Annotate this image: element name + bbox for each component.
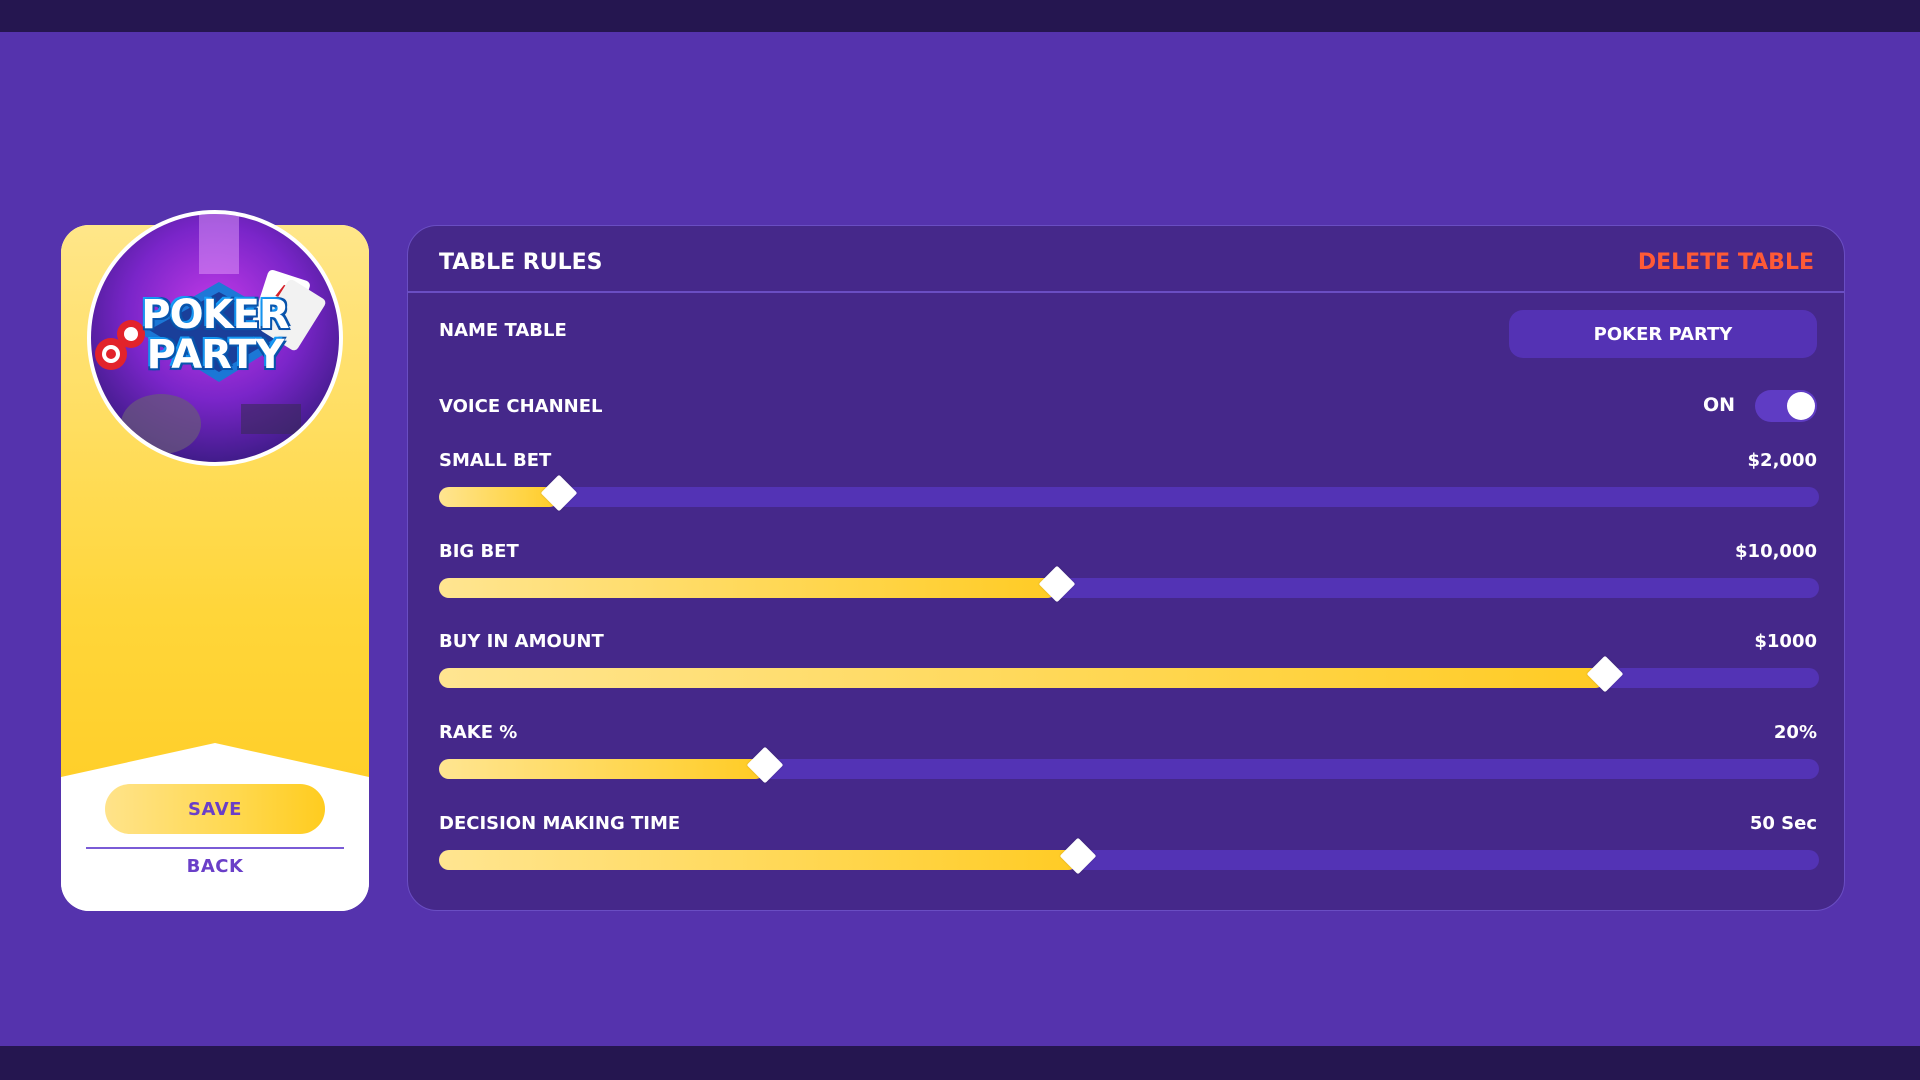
voice-channel-label: VOICE CHANNEL: [439, 396, 603, 417]
big-bet-slider-fill: [439, 578, 1058, 598]
toggle-knob[interactable]: [1787, 392, 1815, 420]
table-rules-panel: TABLE RULES DELETE TABLE NAME TABLE VOIC…: [407, 225, 1845, 911]
back-button[interactable]: BACK: [186, 856, 244, 877]
decision-time-label: DECISION MAKING TIME: [439, 813, 681, 834]
buy-in-amount-value: $1000: [1754, 631, 1817, 652]
rake-value: 20%: [1773, 722, 1817, 743]
buy-in-amount-slider-fill: [439, 668, 1606, 688]
big-bet-slider[interactable]: [439, 565, 1819, 603]
small-bet-slider[interactable]: [439, 474, 1819, 512]
delete-table-button[interactable]: DELETE TABLE: [1637, 250, 1814, 275]
big-bet-value: $10,000: [1735, 541, 1817, 562]
big-bet-label: BIG BET: [439, 541, 519, 562]
voice-channel-state: ON: [1702, 394, 1735, 416]
logo-text-party: PARTY: [146, 332, 285, 378]
card-divider: [86, 847, 344, 849]
name-table-input[interactable]: [1509, 310, 1817, 358]
rake-slider[interactable]: [439, 746, 1819, 784]
decision-time-slider[interactable]: [439, 837, 1819, 875]
small-bet-label: SMALL BET: [439, 450, 552, 471]
table-avatar: A POKER PARTY: [87, 210, 343, 466]
small-bet-slider-fill: [439, 487, 560, 507]
top-bar: [0, 0, 1920, 32]
name-table-label: NAME TABLE: [439, 320, 567, 341]
panel-divider: [408, 291, 1844, 293]
small-bet-value: $2,000: [1747, 450, 1817, 471]
panel-title: TABLE RULES: [439, 250, 603, 275]
buy-in-amount-label: BUY IN AMOUNT: [439, 631, 604, 652]
rake-slider-fill: [439, 759, 765, 779]
save-button[interactable]: SAVE: [105, 784, 325, 834]
bottom-bar: [0, 1046, 1920, 1080]
rake-label: RAKE %: [439, 722, 518, 743]
voice-channel-toggle[interactable]: [1755, 390, 1817, 422]
decision-time-value: 50 Sec: [1749, 813, 1817, 834]
buy-in-amount-slider[interactable]: [439, 655, 1819, 693]
logo-text-poker: POKER: [141, 292, 289, 338]
poker-party-logo-art: A: [95, 214, 326, 454]
decision-time-slider-fill: [439, 850, 1078, 870]
